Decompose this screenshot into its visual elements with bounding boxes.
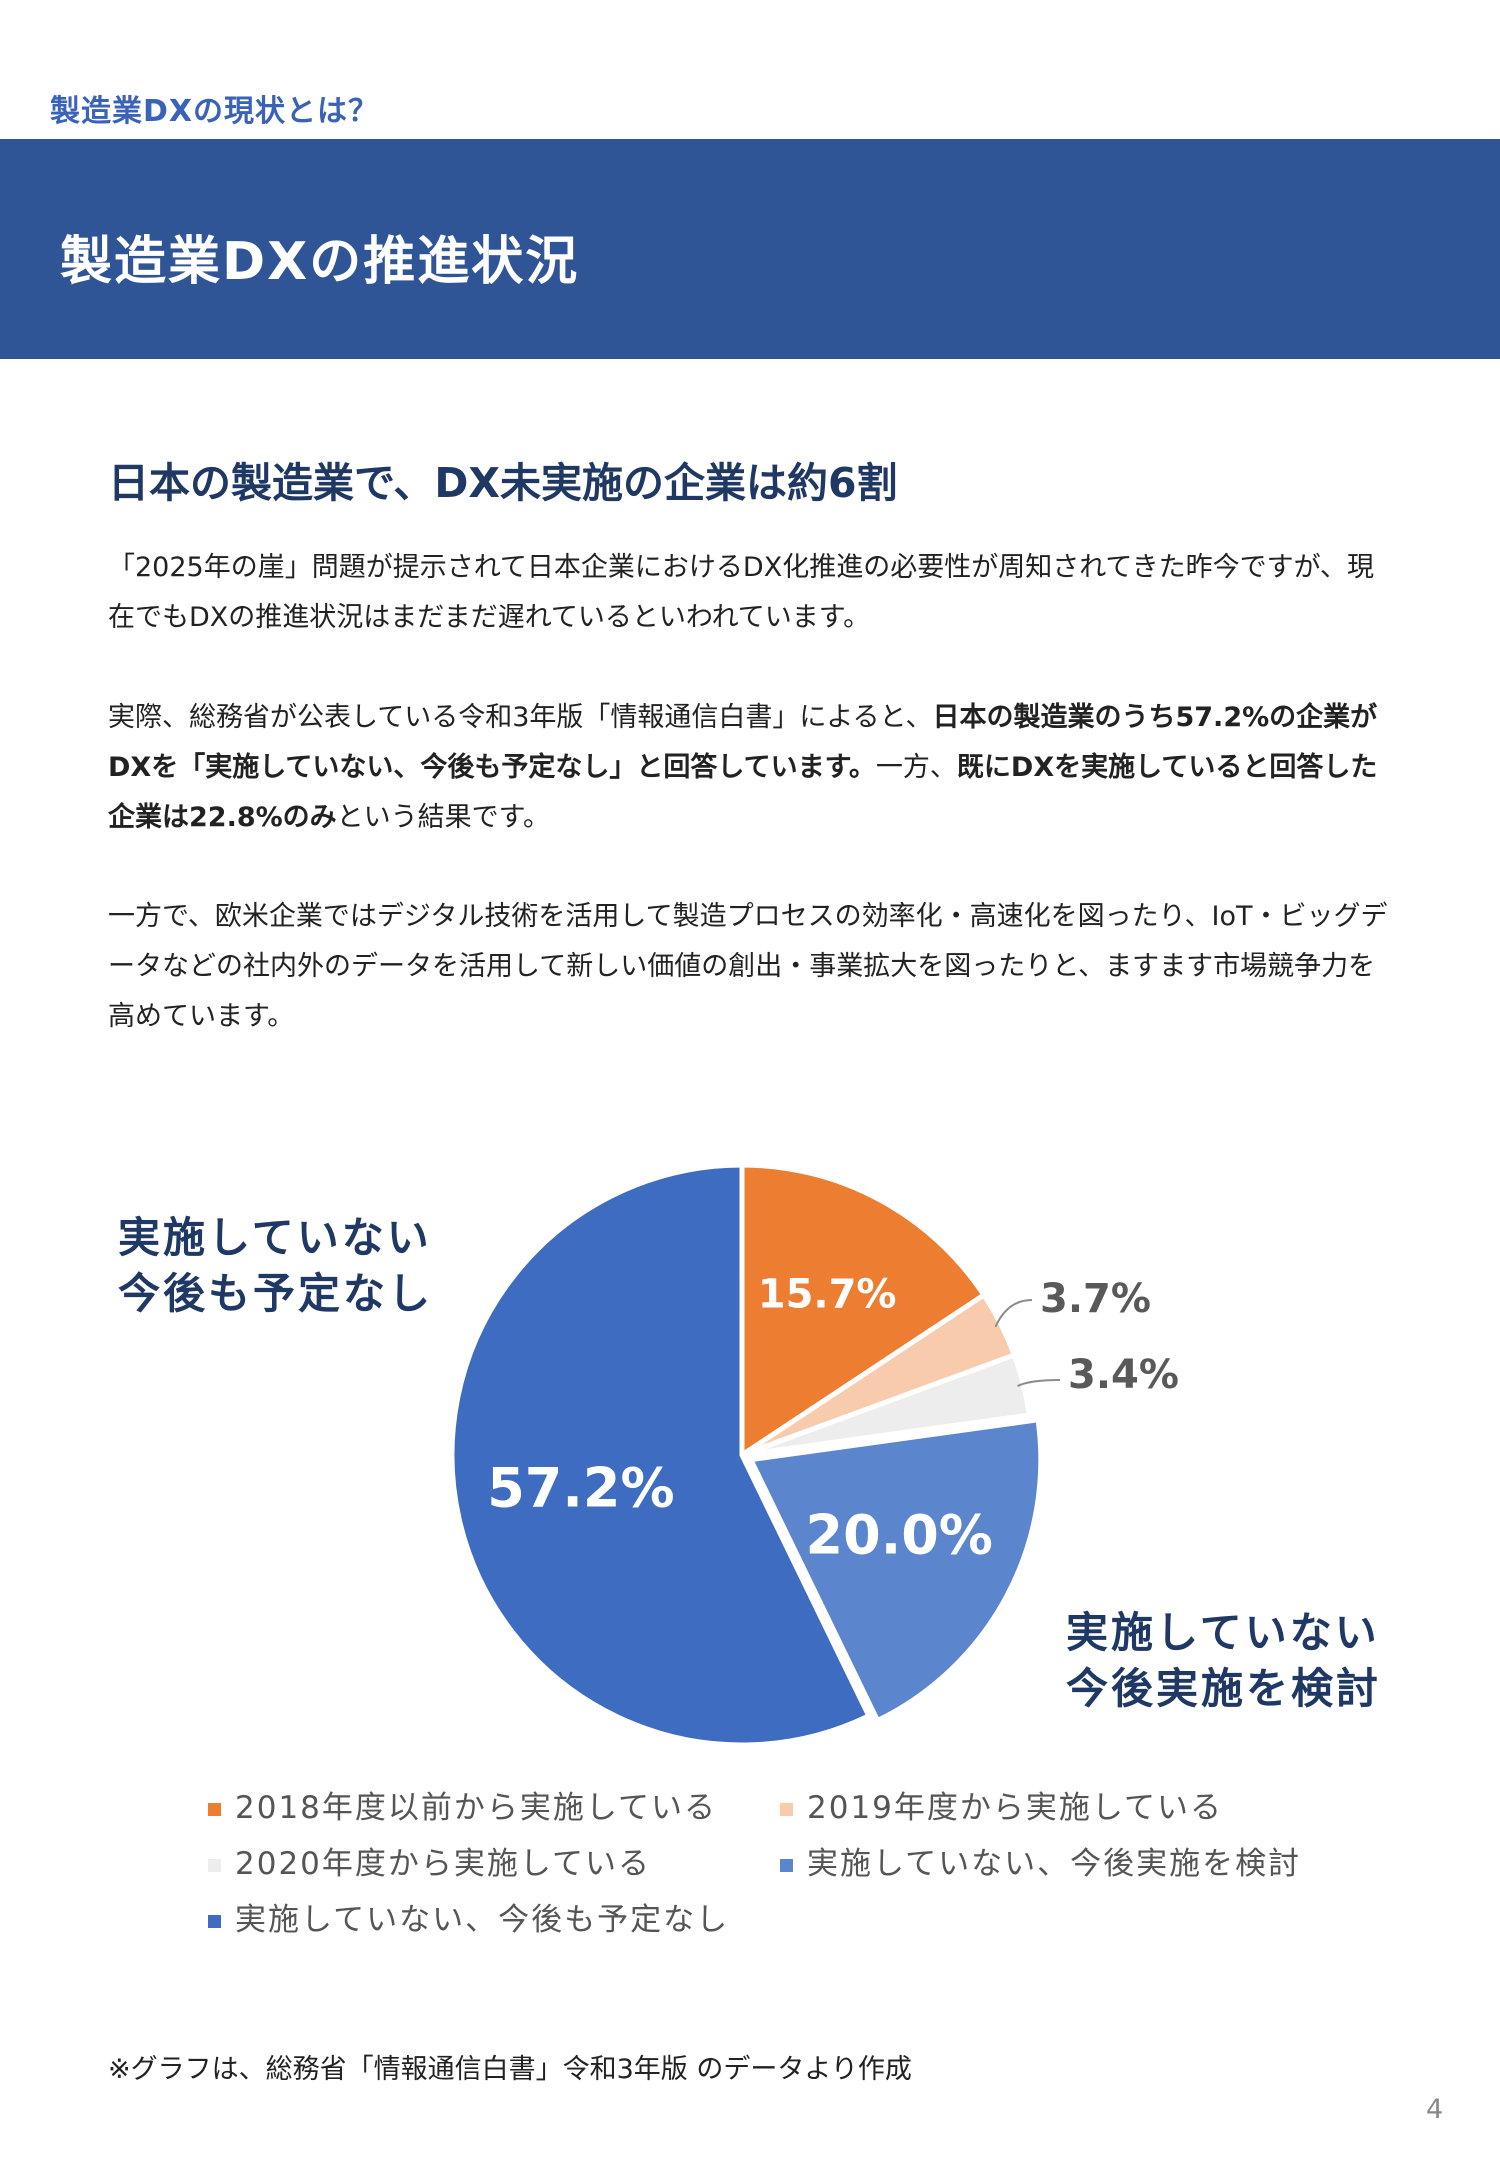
page-title: 製造業DXの推進状況 — [60, 232, 580, 292]
paragraph-2-text-a: 実際、総務省が公表している令和3年版「情報通信白書」によると、 — [108, 702, 933, 733]
legend-item: 実施していない、今後実施を検討 — [780, 1838, 1301, 1883]
pie-slice-label: 20.0% — [806, 1504, 993, 1567]
legend-item: 2019年度から実施している — [780, 1782, 1223, 1827]
paragraph-2-text-c: 一方、 — [875, 752, 957, 783]
legend-item: 2020年度から実施している — [208, 1838, 651, 1883]
legend-swatch — [208, 1803, 221, 1816]
callout-no-plan-line1: 実施していない — [118, 1213, 432, 1262]
legend-label: 2018年度以前から実施している — [235, 1790, 717, 1826]
callout-considering-line2: 今後実施を検討 — [1066, 1664, 1382, 1713]
legend-item: 実施していない、今後も予定なし — [208, 1894, 729, 1939]
pie-leader-line — [1017, 1379, 1061, 1388]
paragraph-2-bold-a: 日本の製造業のうち57.2%の企業がDXを「実施していない、今後も予定なし」と回… — [108, 702, 1378, 783]
pie-slice — [739, 1162, 988, 1460]
paragraph-3: 一方で、欧米企業ではデジタル技術を活用して製造プロセスの効率化・高速化を図ったり… — [108, 901, 1388, 1032]
section-heading: 日本の製造業で、DX未実施の企業は約6割 — [108, 459, 898, 507]
legend-swatch — [780, 1803, 793, 1816]
callout-no-plan: 実施していない 今後も予定なし — [118, 1210, 433, 1322]
paragraph-2-bold-b: 既にDXを実施していると回答した企業は22.8%のみ — [108, 752, 1378, 833]
pie-slice — [449, 1162, 873, 1748]
pie-slice-label: 3.7% — [1040, 1276, 1151, 1322]
pie-slice-label: 15.7% — [758, 1272, 897, 1318]
callout-no-plan-line2: 今後も予定なし — [118, 1269, 434, 1318]
legend-swatch — [208, 1915, 221, 1928]
pie-slice — [747, 1416, 1044, 1724]
section-eyebrow: 製造業DXの現状とは？ — [50, 94, 380, 129]
paragraph-1: 「2025年の崖」問題が提示されて日本企業におけるDX化推進の必要性が周知されて… — [108, 552, 1375, 633]
pie-slice-label: 3.4% — [1068, 1352, 1179, 1398]
title-banner: 製造業DXの推進状況 — [0, 139, 1500, 359]
pie-slice-label: 57.2% — [487, 1457, 674, 1520]
legend-item: 2018年度以前から実施している — [208, 1782, 717, 1827]
legend-label: 2019年度から実施している — [807, 1790, 1223, 1826]
paragraph-2: 実際、総務省が公表している令和3年版「情報通信白書」によると、日本の製造業のうち… — [108, 693, 1398, 843]
legend-label: 実施していない、今後も予定なし — [235, 1902, 730, 1938]
footnote: ※グラフは、総務省「情報通信白書」令和3年版 のデータより作成 — [108, 2054, 912, 2085]
legend-label: 2020年度から実施している — [235, 1846, 651, 1882]
page-number: 4 — [1426, 2094, 1444, 2125]
callout-considering: 実施していない 今後実施を検討 — [1066, 1605, 1381, 1717]
pie-chart-svg: 15.7% 3.7% 3.4% 20.0% 57.2% — [449, 1162, 1179, 1748]
callout-considering-line1: 実施していない — [1066, 1608, 1380, 1657]
legend-label: 実施していない、今後実施を検討 — [807, 1846, 1302, 1882]
pie-chart: 15.7% 3.7% 3.4% 20.0% 57.2% 実施していない 今後も予定なし … — [0, 1150, 1500, 1970]
legend-swatch — [208, 1859, 221, 1872]
paragraph-2-text-e: という結果です。 — [336, 802, 550, 833]
pie-leader-line — [994, 1299, 1033, 1328]
legend-swatch — [780, 1859, 793, 1872]
